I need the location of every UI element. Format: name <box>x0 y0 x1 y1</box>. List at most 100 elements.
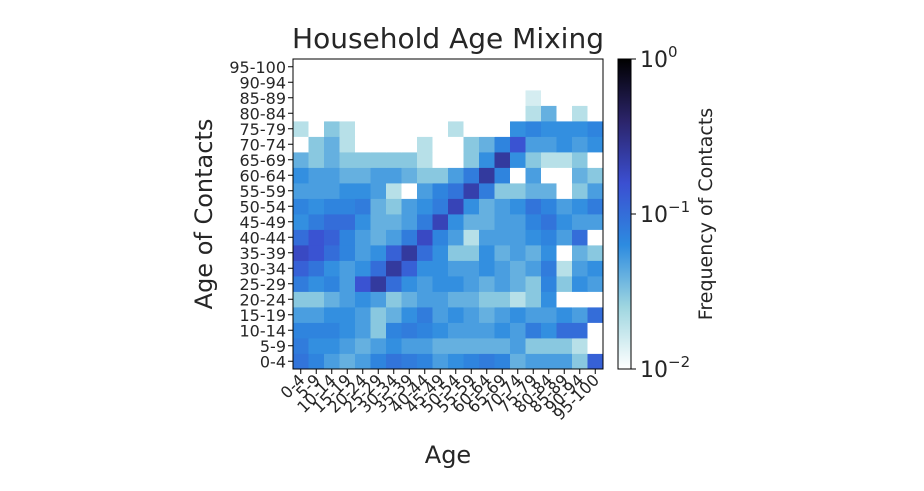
heatmap-cell <box>308 353 325 370</box>
heatmap-cell <box>293 322 309 339</box>
heatmap-cell <box>479 136 495 153</box>
heatmap-cell <box>572 152 588 168</box>
heatmap-cell <box>448 214 464 230</box>
y-tick-label: 95-100 <box>229 58 286 77</box>
heatmap-cell <box>339 276 356 292</box>
heatmap-cell <box>556 229 573 246</box>
heatmap-cell <box>510 276 526 292</box>
heatmap-cell <box>417 59 433 75</box>
heatmap-cell <box>432 322 449 339</box>
heatmap-cell <box>479 105 495 122</box>
heatmap-cell <box>556 338 573 354</box>
heatmap-cell <box>448 260 464 277</box>
heatmap-cell <box>432 121 449 137</box>
y-tick-label: 0-4 <box>260 352 286 371</box>
heatmap-cell <box>448 152 464 168</box>
heatmap-cell <box>525 338 542 354</box>
heatmap-cell <box>572 90 588 106</box>
heatmap-cell <box>324 59 340 75</box>
heatmap-cell <box>494 198 511 215</box>
heatmap-cell <box>525 229 542 246</box>
heatmap-cell <box>541 353 557 370</box>
heatmap-cell <box>432 136 449 153</box>
heatmap-cell <box>587 136 604 153</box>
y-tick-label: 85-89 <box>240 89 287 108</box>
heatmap-cell <box>525 74 542 91</box>
heatmap-cell <box>479 152 495 168</box>
heatmap-cell <box>308 291 325 308</box>
heatmap-cell <box>293 260 309 277</box>
heatmap-cell <box>386 229 402 246</box>
heatmap-cell <box>401 260 418 277</box>
heatmap-cell <box>386 307 402 323</box>
heatmap-cell <box>386 74 402 91</box>
heatmap-cell <box>556 59 573 75</box>
heatmap-cell <box>510 136 526 153</box>
heatmap-cell <box>293 338 309 354</box>
heatmap-cell <box>572 338 588 354</box>
heatmap-cell <box>324 229 340 246</box>
heatmap-cell <box>525 245 542 261</box>
heatmap-cell <box>417 198 433 215</box>
heatmap-cell <box>587 167 604 184</box>
heatmap-cell <box>510 90 526 106</box>
heatmap-cell <box>355 338 371 354</box>
heatmap-cell <box>417 353 433 370</box>
heatmap-cell <box>448 136 464 153</box>
heatmap-cell <box>324 121 340 137</box>
heatmap-cell <box>556 322 573 339</box>
heatmap-cell <box>556 214 573 230</box>
heatmap-cell <box>525 90 542 106</box>
heatmap-cell <box>525 121 542 137</box>
heatmap-cell <box>293 276 309 292</box>
heatmap-cell <box>339 198 356 215</box>
heatmap-cell <box>432 353 449 370</box>
heatmap-cell <box>494 291 511 308</box>
heatmap-cell <box>386 198 402 215</box>
heatmap-cell <box>556 167 573 184</box>
heatmap-cell <box>463 276 480 292</box>
heatmap-cell <box>556 291 573 308</box>
heatmap-cell <box>401 307 418 323</box>
heatmap-cell <box>448 105 464 122</box>
heatmap-cell <box>324 136 340 153</box>
heatmap-cell <box>386 183 402 199</box>
heatmap-cell <box>339 229 356 246</box>
heatmap-cell <box>417 260 433 277</box>
heatmap-cell <box>463 90 480 106</box>
y-tick-label: 35-39 <box>240 244 287 263</box>
heatmap-cell <box>308 105 325 122</box>
heatmap-cell <box>572 74 588 91</box>
heatmap-cell <box>370 136 387 153</box>
heatmap-cell <box>370 167 387 184</box>
heatmap-cell <box>572 322 588 339</box>
heatmap-cell <box>448 276 464 292</box>
heatmap-cell <box>587 74 604 91</box>
heatmap-cell <box>339 183 356 199</box>
y-tick-label: 20-24 <box>240 290 287 309</box>
heatmap-cell <box>370 183 387 199</box>
heatmap-cell <box>510 338 526 354</box>
colorbar-tick-label: 100 <box>640 43 678 73</box>
heatmap-cell <box>386 322 402 339</box>
heatmap-cell <box>339 214 356 230</box>
heatmap-cell <box>386 59 402 75</box>
heatmap-cell <box>448 291 464 308</box>
heatmap-cell <box>494 74 511 91</box>
heatmap-cell <box>510 322 526 339</box>
heatmap-cell <box>463 322 480 339</box>
heatmap-cell <box>324 307 340 323</box>
y-tick-label: 80-84 <box>240 104 287 123</box>
heatmap-cell <box>494 121 511 137</box>
y-tick-label: 70-74 <box>240 135 287 154</box>
heatmap-cell <box>417 322 433 339</box>
heatmap-cell <box>572 198 588 215</box>
heatmap-cell <box>370 338 387 354</box>
heatmap-cell <box>386 105 402 122</box>
heatmap-cell <box>556 121 573 137</box>
heatmap-cell <box>541 198 557 215</box>
x-axis-ticks: 0-45-910-1415-1920-2425-2930-3435-3940-4… <box>277 369 603 424</box>
heatmap-cell <box>572 136 588 153</box>
heatmap-cell <box>510 229 526 246</box>
heatmap-cell <box>401 276 418 292</box>
